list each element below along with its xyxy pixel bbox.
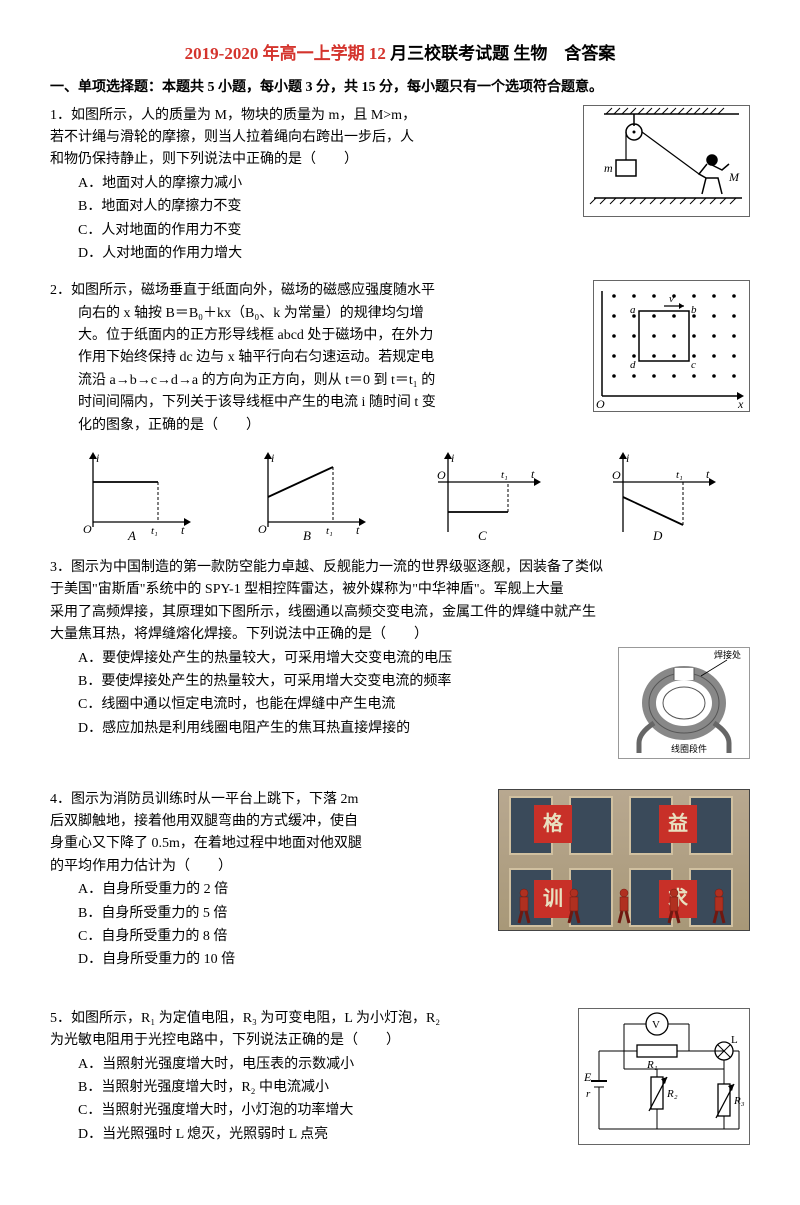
q3-line1: 3．图示为中国制造的第一款防空能力卓越、反舰能力一流的世界级驱逐舰，因装备了类似: [50, 557, 750, 579]
q5-figure: V R₁ L R₂ R₃ E r: [578, 1008, 750, 1145]
svg-text:i: i: [626, 451, 629, 465]
q5-label-V: V: [652, 1019, 660, 1031]
svg-text:t₁: t₁: [326, 525, 333, 537]
q2-label-v: v: [669, 293, 674, 305]
q5-label-L: L: [731, 1034, 738, 1046]
question-5: V R₁ L R₂ R₃ E r 5．如图: [50, 1008, 750, 1150]
q4-photo: 格 益 训 求: [498, 789, 750, 931]
q1-optD: D．人对地面的作用力增大: [78, 243, 750, 265]
q5-label-R2: R₂: [666, 1088, 678, 1100]
svg-text:i: i: [96, 451, 99, 465]
q1-figure: m M: [583, 105, 750, 217]
q3-label-coil: 线圈段件: [671, 743, 707, 754]
question-1: m M 1．如图所示，人的质量为 M，物块的质量为 m，且 M>m， 若不计绳与…: [50, 105, 750, 266]
svg-text:B: B: [303, 528, 311, 542]
svg-text:O: O: [83, 522, 92, 536]
q5-label-E: E: [583, 1070, 592, 1084]
q2-label-c: c: [691, 359, 696, 371]
q1-label-m: m: [604, 161, 613, 175]
section-1-header: 一、单项选择题：本题共 5 小题，每小题 3 分，共 15 分，每小题只有一个选…: [50, 77, 750, 99]
svg-text:A: A: [127, 528, 136, 542]
svg-text:t₁: t₁: [151, 525, 158, 537]
q2-label-a: a: [630, 304, 636, 316]
q2-label-b: b: [691, 304, 697, 316]
q2-graph-A: i O t₁ t A: [73, 447, 203, 542]
q2-line7: 化的图象，正确的是（ ）: [50, 415, 750, 437]
q1-optC: C．人对地面的作用力不变: [78, 220, 750, 242]
q2-label-d: d: [630, 359, 636, 371]
svg-text:O: O: [258, 522, 267, 536]
exam-title: 2019-2020 年高一上学期 12 月三校联考试题 生物 含答案: [50, 40, 750, 67]
svg-text:C: C: [478, 528, 487, 542]
q1-label-M: M: [728, 170, 740, 184]
svg-text:t₁: t₁: [501, 469, 508, 481]
q2-graph-C: i O t₁ t C: [423, 447, 553, 542]
title-red: 2019-2020 年高一上学期 12: [185, 44, 386, 63]
q3-label-weld: 焊接处: [714, 649, 741, 660]
q3-line3: 采用了高频焊接，其原理如下图所示，线圈通以高频交变电流，金属工件的焊缝中就产生: [50, 602, 750, 624]
question-2: a b c d v O x 2．如图所示，磁场垂直于纸面向外，磁场的磁感应强度随…: [50, 280, 750, 542]
q4-optD: D．自身所受重力的 10 倍: [78, 949, 750, 971]
question-3: 3．图示为中国制造的第一款防空能力卓越、反舰能力一流的世界级驱逐舰，因装备了类似…: [50, 557, 750, 764]
question-4: 格 益 训 求 4．图示为消防员训练时从一平台上跳下，下落 2m 后双脚触地，接…: [50, 789, 750, 973]
q3-line2: 于美国"宙斯盾"系统中的 SPY-1 型相控阵雷达，被外媒称为"中华神盾"。军舰…: [50, 579, 750, 601]
svg-text:O: O: [437, 468, 446, 482]
svg-text:i: i: [451, 451, 454, 465]
q4-char2: 益: [659, 805, 697, 843]
svg-text:O: O: [612, 468, 621, 482]
q3-figure: 焊接处 线圈段件: [618, 647, 750, 759]
svg-text:t₁: t₁: [676, 469, 683, 481]
q2-graph-D: i O t₁ t D: [598, 447, 728, 542]
svg-text:i: i: [271, 451, 274, 465]
q2-graphs: i O t₁ t A i O t₁ t B i O: [50, 447, 750, 542]
q3-line4: 大量焦耳热，将焊缝熔化焊接。下列说法中正确的是（ ）: [50, 624, 750, 646]
q5-label-R3: R₃: [733, 1095, 745, 1107]
title-black: 月三校联考试题 生物 含答案: [390, 44, 615, 63]
q4-char1: 格: [534, 805, 572, 843]
q2-label-x: x: [737, 397, 744, 411]
q2-graph-B: i O t₁ t B: [248, 447, 378, 542]
q2-figure: a b c d v O x: [593, 280, 750, 412]
q2-label-O: O: [596, 397, 605, 411]
svg-text:D: D: [652, 528, 663, 542]
q5-label-r: r: [586, 1088, 591, 1100]
